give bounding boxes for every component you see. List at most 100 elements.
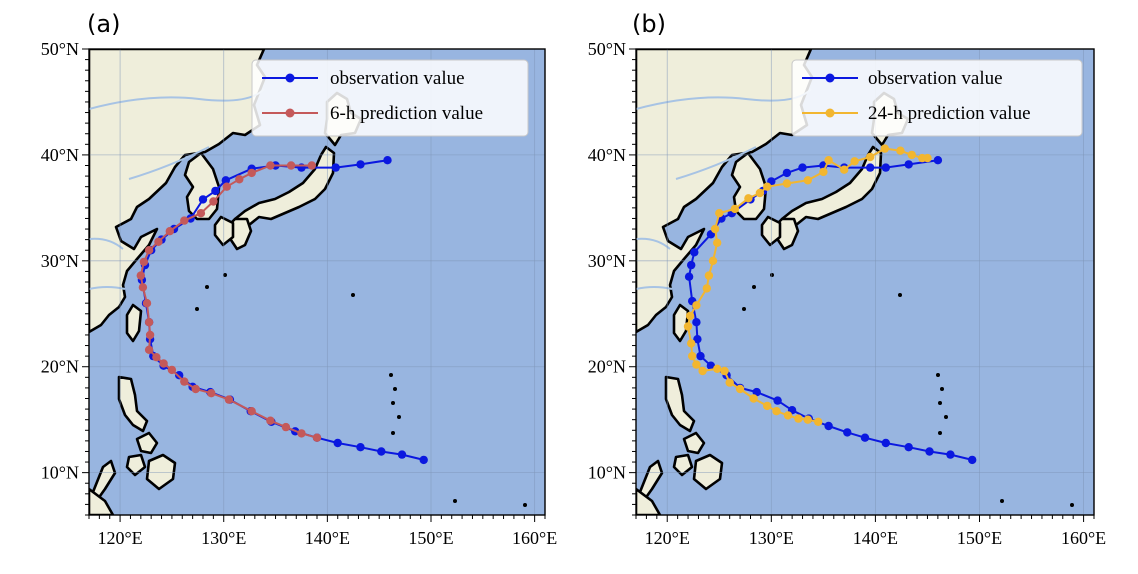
lat-tick-label-20: 20°N: [588, 357, 626, 377]
track-point-a-0-4: [333, 438, 342, 448]
legend-b-obs-label: observation value: [868, 68, 1003, 89]
track-point-a-1-5: [224, 395, 234, 404]
small-islands-a: [195, 273, 527, 507]
track-point-a-0-12: [175, 371, 184, 380]
track-point-b-1-29: [803, 176, 812, 185]
track-point-b-1-12: [692, 360, 701, 369]
track-point-b-1-10: [713, 364, 722, 373]
track-point-a-1-24: [209, 197, 218, 206]
track-point-b-1-27: [763, 182, 772, 191]
lat-tick-label-10: 10°N: [41, 463, 79, 483]
map-panel-b: 120°E 130°E 140°E 150°E 160°E 10°N 20°N 30°N 40°…: [588, 39, 1106, 548]
track-point-a-1-18: [139, 257, 149, 267]
track-point-a-1-10: [159, 359, 168, 368]
track-point-b-0-1: [946, 450, 955, 459]
track-point-a-1-26: [235, 175, 244, 184]
track-point-b-1-16: [685, 311, 695, 321]
lat-tick-label-30: 30°N: [41, 251, 79, 271]
track-point-a-1-25: [222, 182, 231, 191]
track-point-a-0-3: [356, 443, 365, 452]
track-point-a-1-28: [266, 161, 275, 170]
track-point-b-1-4: [772, 407, 781, 416]
track-point-b-1-11: [698, 366, 707, 376]
track-point-a-0-32: [383, 156, 392, 165]
legend-b-pred-marker: [825, 108, 835, 118]
track-point-b-0-14: [706, 361, 716, 370]
track-point-b-1-13: [688, 351, 697, 361]
track-point-a-0-30: [331, 163, 340, 172]
track-point-a-1-29: [286, 161, 296, 170]
lat-tick-label-40: 40°N: [588, 145, 626, 165]
track-point-b-0-35: [933, 156, 943, 165]
lat-tick-label-10: 10°N: [588, 463, 626, 483]
track-point-b-1-8: [725, 378, 734, 387]
lon-tick-label-140: 140°E: [305, 528, 350, 548]
legend-a-pred-label: 6-h prediction value: [330, 103, 483, 124]
track-point-b-0-5: [860, 433, 870, 442]
track-point-a-1-12: [144, 345, 154, 354]
track-point-b-1-26: [755, 188, 765, 198]
track-point-b-1-24: [730, 204, 740, 214]
track-point-a-0-25: [211, 186, 220, 196]
legend-b: observation value 24-h prediction value: [791, 59, 1083, 137]
track-point-b-0-6: [843, 428, 852, 437]
track-point-b-1-2: [794, 414, 803, 423]
track-point-a-0-2: [377, 447, 386, 456]
track-point-a-1-15: [142, 299, 152, 308]
track-point-b-1-5: [763, 401, 772, 411]
track-point-b-1-25: [744, 194, 753, 203]
legend-a-obs-label: observation value: [330, 68, 465, 89]
track-point-b-1-28: [782, 179, 792, 188]
track-point-b-1-30: [819, 167, 828, 177]
lat-tick-label-40: 40°N: [41, 145, 79, 165]
track-point-a-0-24: [198, 195, 208, 204]
track-point-a-1-16: [138, 283, 148, 292]
track-point-b-1-9: [720, 366, 729, 376]
track-point-a-0-1: [397, 450, 407, 459]
track-point-b-1-15: [683, 322, 693, 331]
track-point-b-1-22: [710, 224, 720, 234]
track-point-b-0-19: [684, 272, 694, 281]
track-point-a-1-7: [191, 384, 200, 394]
track-point-b-1-21: [713, 238, 722, 247]
map-panel-a: 120°E 130°E 140°E 150°E 160°E 10°N 20°N 30°N 40°…: [41, 39, 557, 548]
track-line-b-1: [687, 147, 928, 423]
track-point-b-0-32: [866, 163, 875, 172]
track-point-a-1-20: [154, 237, 163, 246]
track-point-b-1-20: [708, 256, 718, 265]
lon-tick-label-120: 120°E: [97, 528, 142, 548]
legend-b-obs-marker: [825, 73, 835, 83]
track-point-b-1-37: [907, 150, 916, 160]
track-point-a-1-17: [136, 271, 145, 280]
panel-label-a: (a): [87, 10, 120, 38]
track-point-a-1-6: [207, 389, 216, 398]
track-point-a-1-19: [144, 246, 154, 255]
track-point-a-1-14: [144, 318, 154, 327]
track-point-b-1-1: [803, 415, 812, 424]
track-point-a-1-4: [247, 407, 256, 416]
track-point-a-0-0: [419, 455, 428, 465]
track-point-a-1-30: [307, 161, 316, 170]
lon-tick-label-150: 150°E: [957, 528, 1002, 548]
lon-tick-label-120: 120°E: [645, 528, 690, 548]
legend-a-obs-marker: [285, 73, 295, 83]
track-point-b-0-0: [968, 455, 977, 465]
track-point-b-1-3: [783, 411, 793, 420]
track-point-b-1-33: [850, 157, 859, 166]
track-point-a-0-26: [221, 176, 230, 185]
panel-label-b: (b): [632, 10, 666, 38]
track-point-a-1-21: [165, 227, 174, 236]
track-point-b-1-34: [866, 152, 875, 162]
track-point-b-0-33: [881, 163, 890, 172]
axis-ticks-b: 120°E 130°E 140°E 150°E 160°E 10°N 20°N 30°N 40°…: [588, 39, 1106, 548]
track-point-a-1-13: [145, 330, 155, 340]
track-point-b-1-14: [687, 339, 696, 348]
lon-tick-label-130: 130°E: [749, 528, 794, 548]
track-point-a-1-9: [167, 365, 177, 375]
axis-ticks-a: 120°E 130°E 140°E 150°E 160°E 10°N 20°N 30°N 40°…: [41, 39, 557, 548]
track-point-a-1-27: [247, 168, 256, 178]
track-point-b-1-36: [896, 146, 905, 155]
track-point-a-1-1: [297, 429, 306, 438]
tracks-b: [683, 144, 977, 465]
